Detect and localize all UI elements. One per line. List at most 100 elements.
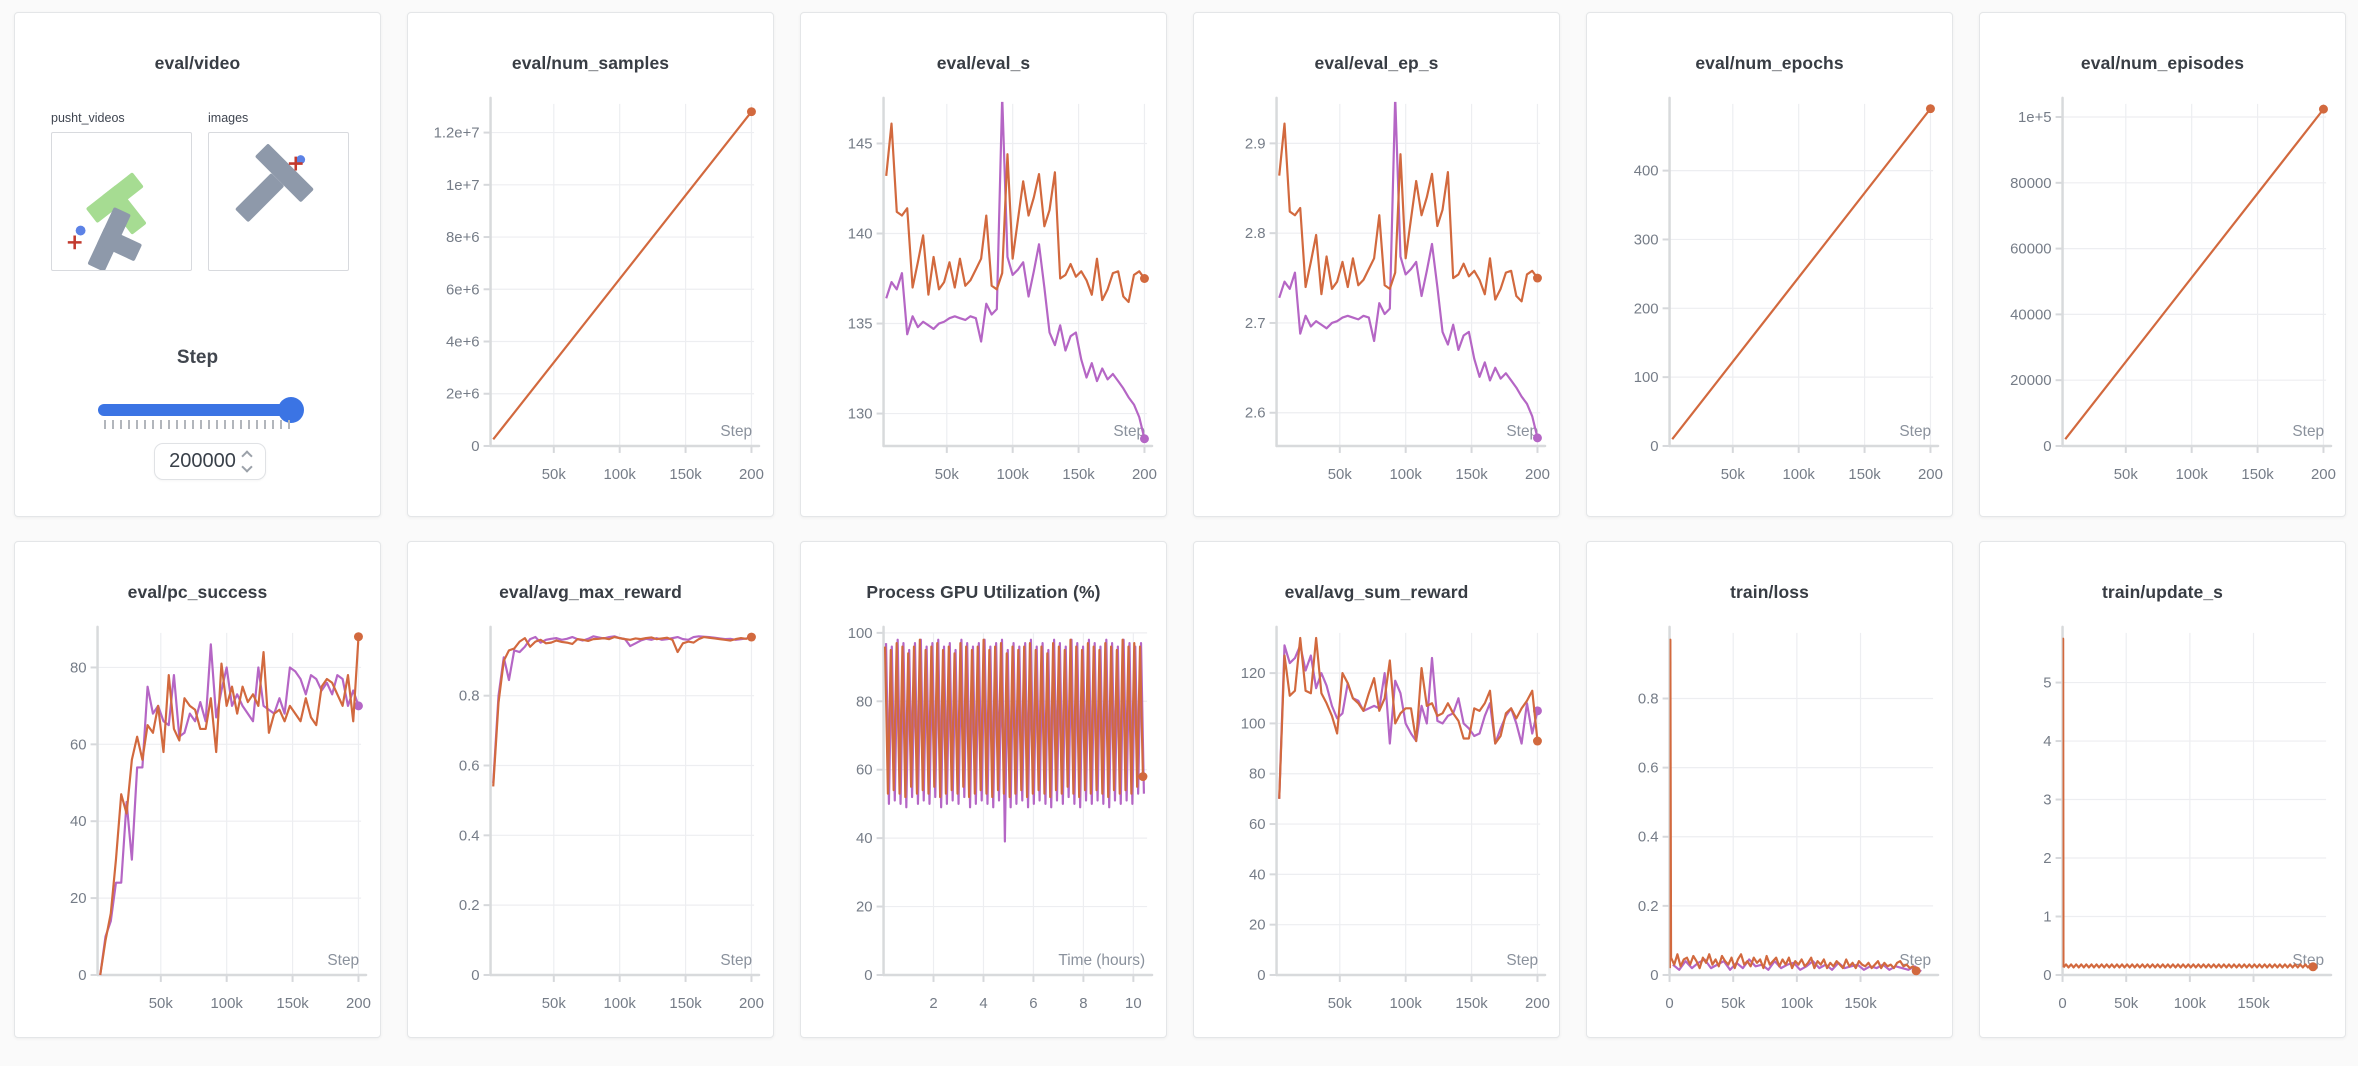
svg-text:1e+7: 1e+7	[446, 178, 480, 194]
block-tee-shape	[88, 207, 142, 272]
svg-text:80: 80	[70, 660, 87, 676]
chart-area: 50k 100k 150k 200 0 100 200 300 400 Step	[1587, 78, 1952, 517]
x-axis: 50k 100k 150k 200	[542, 103, 764, 483]
svg-text:4: 4	[979, 996, 987, 1012]
chart-canvas[interactable]: 50k 100k 150k 200 0 20000 40000 60000 80000 1e+5 S…	[1980, 78, 2345, 517]
y-axis: 0 20 40 60 80 100 120	[1241, 666, 1541, 984]
y-axis: 0 0.2 0.4 0.6 0.8	[1638, 691, 1934, 984]
chart-canvas[interactable]: 50k 100k 150k 200 0 20 40 60 80 100 120 Step	[1194, 607, 1559, 1038]
svg-text:2.7: 2.7	[1245, 316, 1266, 332]
target-cross-icon	[288, 156, 303, 171]
chart-area: 0 50k 100k 150k 0 0.2 0.4 0.6 0.8 Step	[1587, 607, 1952, 1038]
block-tee-shape	[235, 144, 314, 222]
svg-text:50k: 50k	[542, 996, 567, 1012]
chart-panel: eval/eval_s 50k 100k 150k 200 130 135 140 145 St…	[800, 12, 1167, 517]
chart-canvas[interactable]: 50k 100k 150k 200 130 135 140 145 Step	[801, 78, 1166, 517]
svg-text:150k: 150k	[1455, 467, 1488, 483]
series-orange-run	[1671, 107, 1932, 440]
y-axis: 2.6 2.7 2.8 2.9	[1245, 136, 1541, 422]
svg-text:1.2e+7: 1.2e+7	[434, 126, 480, 142]
x-axis-title: Step	[2292, 423, 2324, 440]
agent-dot-icon	[75, 225, 86, 236]
svg-text:50k: 50k	[149, 996, 174, 1012]
media-panel-eval-video: eval/video pusht_videos	[14, 12, 381, 517]
x-axis: 50k 100k 150k 200	[149, 632, 371, 1012]
step-slider-thumb[interactable]	[278, 397, 304, 423]
svg-text:2.9: 2.9	[1245, 136, 1266, 152]
svg-text:40: 40	[70, 814, 87, 830]
x-axis: 0 50k 100k 150k	[1665, 632, 1877, 1012]
x-axis: 0 50k 100k 150k	[2058, 632, 2270, 1012]
chart-canvas[interactable]: 50k 100k 150k 200 0 100 200 300 400 Step	[1587, 78, 1952, 517]
chart-canvas[interactable]: 50k 100k 150k 200 0 2e+6 4e+6 6e+6 8e+6 1e+7 1.2e+…	[408, 78, 773, 517]
step-slider-tickmarks	[104, 420, 293, 429]
svg-text:200: 200	[1634, 301, 1659, 317]
endpoint-dot-orange-run	[1911, 966, 1921, 976]
chart-panel: train/update_s 0 50k 100k 150k 0 1 2 3 4 5 Step	[1979, 541, 2346, 1038]
x-axis-title: Step	[327, 952, 359, 969]
svg-text:50k: 50k	[1328, 467, 1353, 483]
pusht-video-thumbnail[interactable]	[51, 132, 192, 272]
chart-panel: eval/num_episodes 50k 100k 150k 200 0 20000 40…	[1979, 12, 2346, 517]
chart-area: 50k 100k 150k 200 130 135 140 145 Step	[801, 78, 1166, 517]
svg-text:4: 4	[2043, 734, 2051, 750]
stepper-arrows[interactable]	[241, 450, 253, 473]
step-number-input[interactable]: 200000	[154, 443, 266, 480]
x-axis-title: Step	[720, 423, 752, 440]
svg-text:60000: 60000	[2010, 242, 2051, 258]
y-axis: 0 20000 40000 60000 80000 1e+5	[2010, 110, 2327, 455]
chart-canvas[interactable]: 50k 100k 150k 200 0 20 40 60 80 Step	[15, 607, 380, 1038]
series-orange-run	[2062, 963, 2314, 969]
chart-title: eval/eval_ep_s	[1314, 53, 1439, 73]
svg-text:20: 20	[856, 900, 873, 916]
svg-text:100k: 100k	[1390, 467, 1423, 483]
pusht-render	[235, 144, 314, 222]
chart-panel: eval/avg_max_reward 50k 100k 150k 200 0 0.2 0.…	[407, 541, 774, 1038]
chevron-up-icon[interactable]	[241, 450, 253, 462]
svg-text:135: 135	[848, 317, 873, 333]
svg-text:10: 10	[1125, 996, 1142, 1012]
chart-canvas[interactable]: 50k 100k 150k 200 0 0.2 0.4 0.6 0.8 Step	[408, 607, 773, 1038]
series-purple-run	[492, 635, 752, 783]
endpoint-dot-orange-run	[2308, 962, 2318, 972]
images-thumbnail[interactable]	[208, 132, 349, 271]
endpoint-dot-purple-run	[353, 701, 363, 711]
chart-title: train/loss	[1730, 582, 1809, 602]
svg-text:200: 200	[1525, 467, 1550, 483]
svg-text:80: 80	[856, 694, 873, 710]
svg-text:80000: 80000	[2010, 176, 2051, 192]
series-orange-run	[492, 111, 753, 440]
svg-text:50k: 50k	[1721, 467, 1746, 483]
svg-text:0.2: 0.2	[1638, 899, 1659, 915]
svg-text:100k: 100k	[604, 996, 637, 1012]
svg-text:0: 0	[2058, 996, 2066, 1012]
svg-text:150k: 150k	[669, 467, 702, 483]
chart-panel: eval/pc_success 50k 100k 150k 200 0 20 40 60 80 S…	[14, 541, 381, 1038]
x-axis: 50k 100k 150k 200	[1721, 103, 1943, 483]
chevron-down-icon[interactable]	[241, 461, 253, 473]
svg-text:0.4: 0.4	[1638, 830, 1659, 846]
chart-area: 50k 100k 150k 200 0 2e+6 4e+6 6e+6 8e+6 1e+7 1.2e+…	[408, 78, 773, 517]
series-orange-run	[1670, 953, 1918, 972]
x-axis-title: Step	[1113, 423, 1145, 440]
svg-text:100k: 100k	[1781, 996, 1814, 1012]
svg-text:100k: 100k	[2174, 996, 2207, 1012]
svg-text:60: 60	[70, 737, 87, 753]
chart-canvas[interactable]: 50k 100k 150k 200 2.6 2.7 2.8 2.9 Step	[1194, 78, 1559, 517]
svg-text:150k: 150k	[1844, 996, 1877, 1012]
chart-area: 2 4 6 8 10 0 20 40 60 80 100 Time (hours)	[801, 607, 1166, 1038]
svg-text:100k: 100k	[211, 996, 244, 1012]
svg-text:200: 200	[2311, 467, 2336, 483]
svg-text:100k: 100k	[604, 467, 637, 483]
svg-text:200: 200	[1132, 467, 1157, 483]
svg-text:50k: 50k	[935, 467, 960, 483]
step-slider[interactable]	[98, 404, 303, 416]
svg-text:0: 0	[2043, 439, 2051, 455]
media-key-label: images	[208, 111, 249, 125]
panel-grid: eval/video pusht_videos	[14, 12, 2346, 1038]
svg-text:140: 140	[848, 226, 873, 242]
endpoint-dot-orange-run	[2318, 104, 2328, 114]
